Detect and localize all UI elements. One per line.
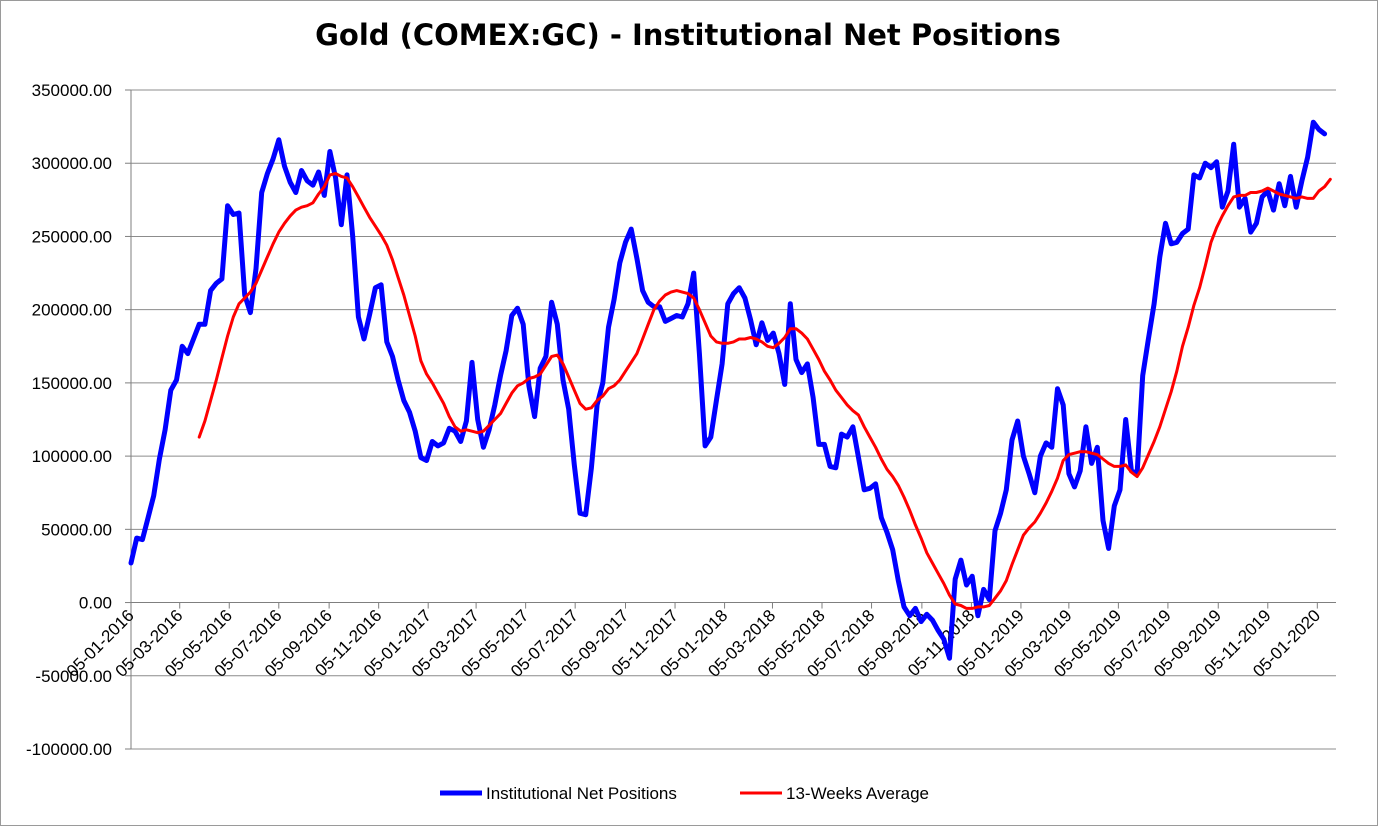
legend-label-13-weeks-average: 13-Weeks Average xyxy=(786,784,929,803)
series-lines xyxy=(128,119,1332,661)
y-tick-label: 50000.00 xyxy=(41,520,112,539)
y-tick-label: -100000.00 xyxy=(26,740,112,759)
y-tick-label: 0.00 xyxy=(79,594,112,613)
y-tick-label: -50000.00 xyxy=(35,667,112,686)
y-tick-label: 300000.00 xyxy=(32,154,112,173)
y-tick-label: 100000.00 xyxy=(32,447,112,466)
y-axis-ticks: 350000.00 300000.00 250000.00 200000.00 1500… xyxy=(26,81,131,759)
y-tick-label: 350000.00 xyxy=(32,81,112,100)
y-tick-label: 200000.00 xyxy=(32,301,112,320)
y-tick-label: 150000.00 xyxy=(32,374,112,393)
x-axis-ticks: 05-01-201605-03-201605-05-201605-07-2016… xyxy=(63,602,1324,681)
gridlines xyxy=(131,89,1336,750)
legend: Institutional Net Positions 13-Weeks Ave… xyxy=(440,784,929,803)
axes xyxy=(130,90,1336,749)
legend-label-institutional: Institutional Net Positions xyxy=(486,784,677,803)
chart-title: Gold (COMEX:GC) - Institutional Net Posi… xyxy=(315,18,1061,52)
series-line-13-weeks-average xyxy=(197,172,1332,610)
series-line-institutional xyxy=(128,119,1328,661)
y-tick-label: 250000.00 xyxy=(32,227,112,246)
